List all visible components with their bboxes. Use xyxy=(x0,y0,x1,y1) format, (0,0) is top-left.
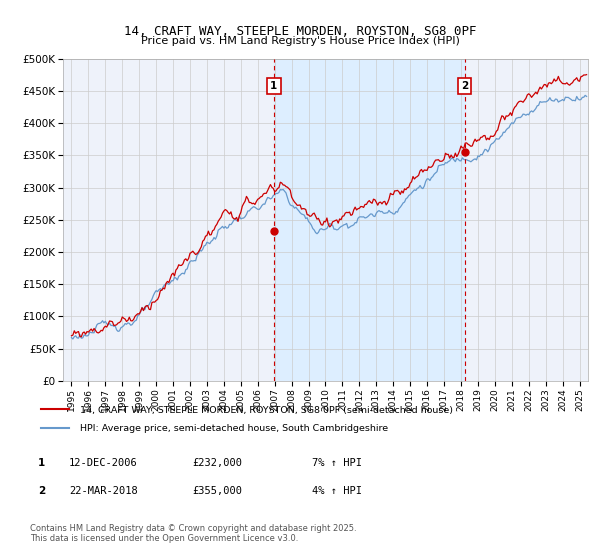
Text: 14, CRAFT WAY, STEEPLE MORDEN, ROYSTON, SG8 0PF: 14, CRAFT WAY, STEEPLE MORDEN, ROYSTON, … xyxy=(124,25,476,38)
Text: 14, CRAFT WAY, STEEPLE MORDEN, ROYSTON, SG8 0PF (semi-detached house): 14, CRAFT WAY, STEEPLE MORDEN, ROYSTON, … xyxy=(80,405,452,415)
Text: 22-MAR-2018: 22-MAR-2018 xyxy=(69,486,138,496)
Bar xyxy=(274,59,465,381)
Text: Contains HM Land Registry data © Crown copyright and database right 2025.
This d: Contains HM Land Registry data © Crown c… xyxy=(30,524,356,543)
Text: £355,000: £355,000 xyxy=(192,486,242,496)
Text: 2: 2 xyxy=(461,81,469,91)
Text: 2: 2 xyxy=(38,486,45,496)
Text: 4% ↑ HPI: 4% ↑ HPI xyxy=(312,486,362,496)
Text: 12-DEC-2006: 12-DEC-2006 xyxy=(69,458,138,468)
Text: 1: 1 xyxy=(270,81,277,91)
Text: Price paid vs. HM Land Registry's House Price Index (HPI): Price paid vs. HM Land Registry's House … xyxy=(140,36,460,46)
Text: 1: 1 xyxy=(38,458,45,468)
Text: 7% ↑ HPI: 7% ↑ HPI xyxy=(312,458,362,468)
Text: HPI: Average price, semi-detached house, South Cambridgeshire: HPI: Average price, semi-detached house,… xyxy=(80,424,388,433)
Text: £232,000: £232,000 xyxy=(192,458,242,468)
